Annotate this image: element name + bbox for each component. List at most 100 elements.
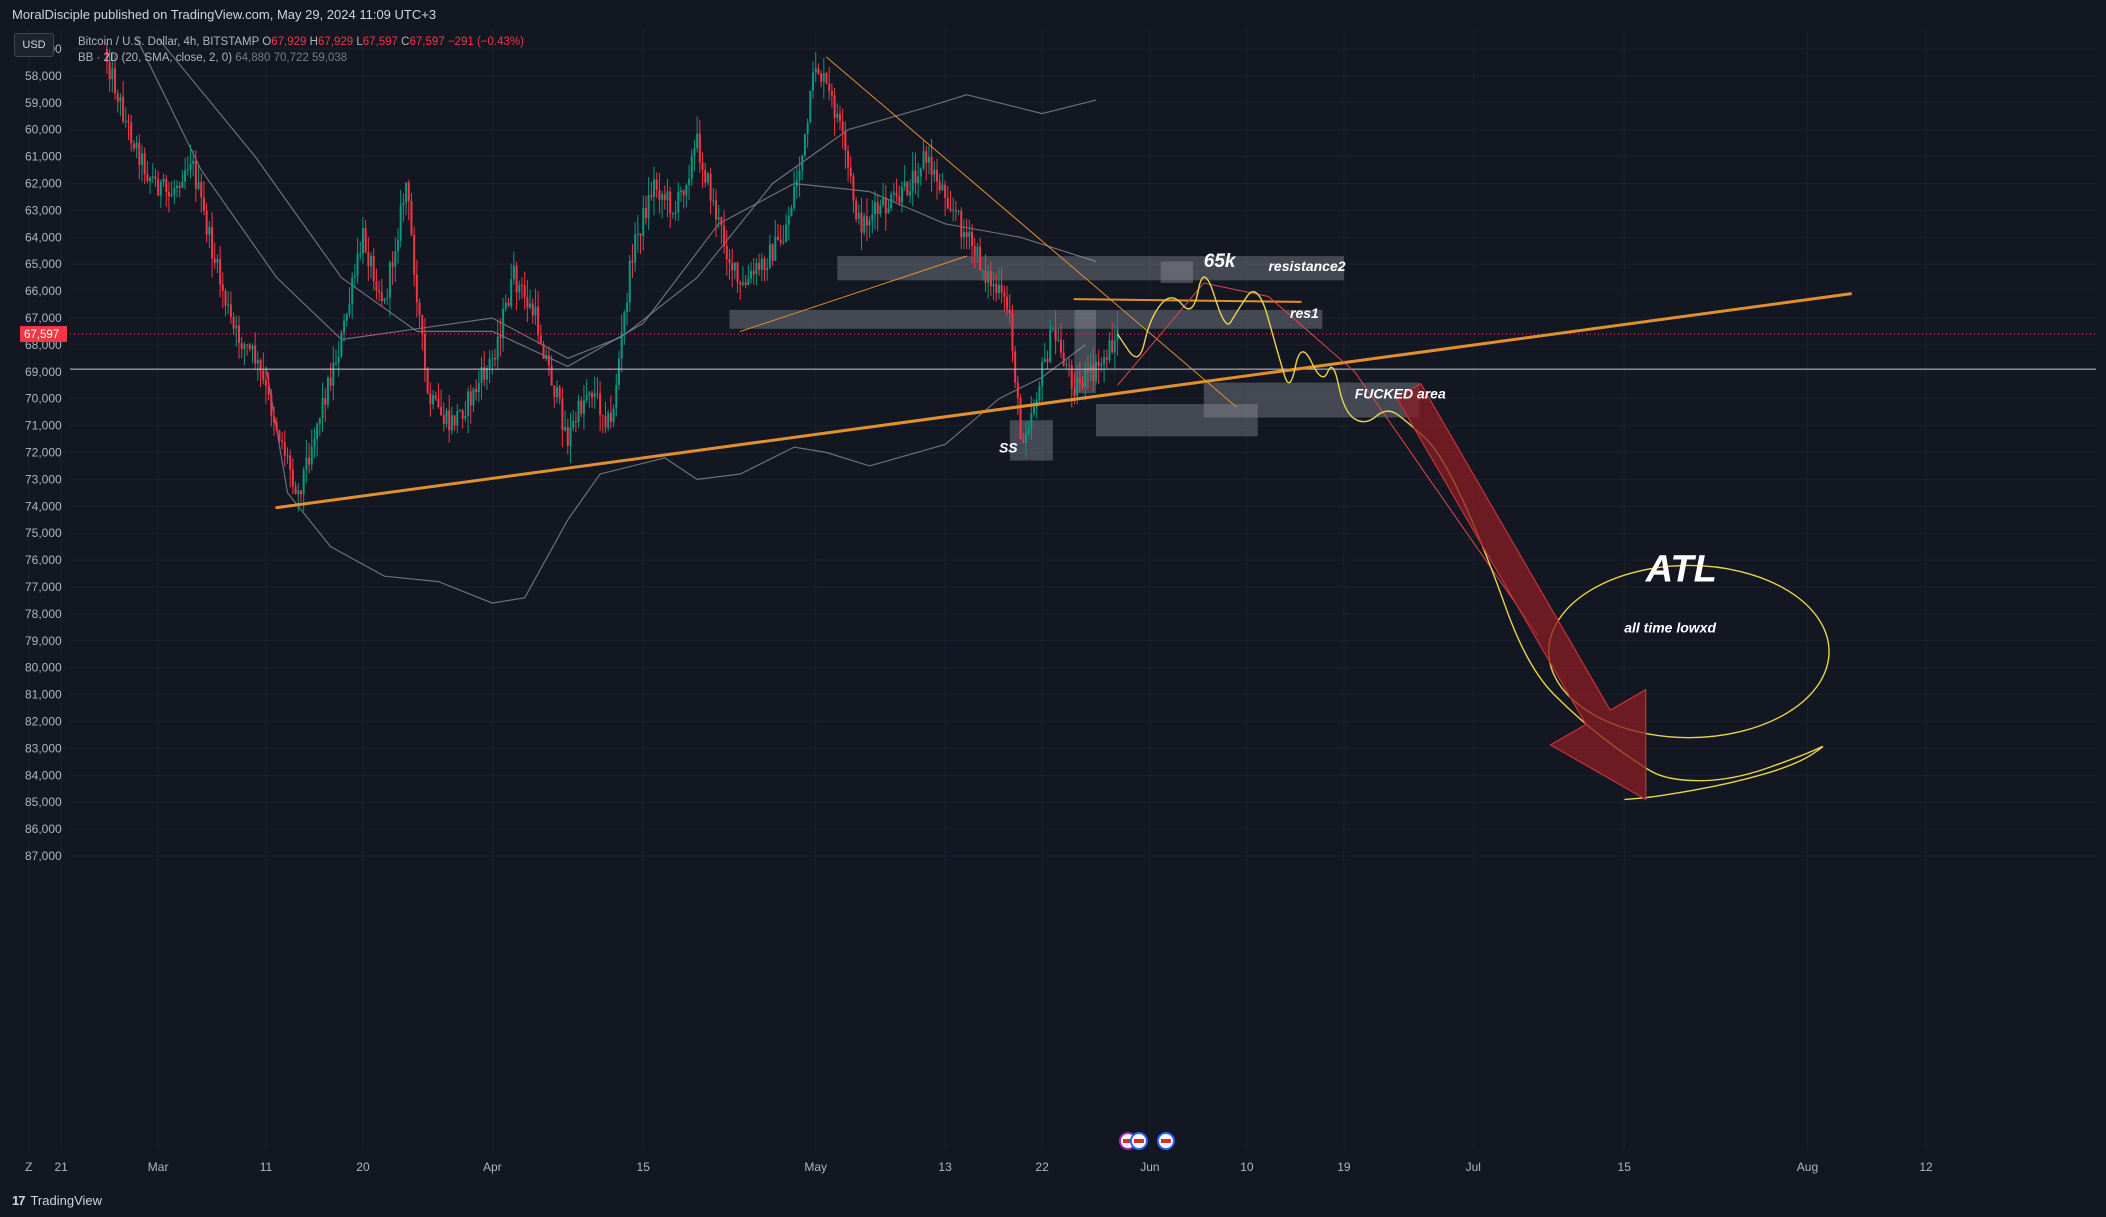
- candle-body: [1105, 357, 1108, 361]
- candle-body: [933, 169, 936, 175]
- candle-body: [343, 320, 346, 333]
- x-axis[interactable]: Z 21 Mar 11 20 Apr 15 May 13 22 Jun 10 19 Jul 15 Aug 12: [25, 1160, 1933, 1174]
- legend-ohlc-row: Bitcoin / U.S. Dollar, 4h, BITSTAMP O67,…: [78, 34, 524, 50]
- candle-body: [1022, 439, 1025, 443]
- x-tick-label: May: [804, 1160, 827, 1174]
- candle-body: [909, 191, 912, 196]
- candle-body: [661, 194, 664, 200]
- candle-body: [911, 170, 914, 192]
- candle-body: [256, 359, 259, 364]
- candle-body: [1097, 361, 1100, 366]
- y-tick-label: 66,000: [25, 284, 62, 298]
- candle-body: [604, 416, 607, 428]
- candle-body: [935, 169, 938, 182]
- candle-body: [205, 210, 208, 235]
- candle-body: [607, 412, 610, 428]
- candle-body: [1043, 358, 1046, 362]
- tradingview-logo[interactable]: 17 TradingView: [12, 1193, 102, 1208]
- candle-body: [227, 304, 230, 306]
- candle-body: [971, 231, 974, 247]
- legend: Bitcoin / U.S. Dollar, 4h, BITSTAMP O67,…: [78, 34, 524, 66]
- y-tick-label: 80,000: [25, 661, 62, 675]
- candle-body: [728, 259, 731, 264]
- candle-body: [876, 202, 879, 214]
- y-tick-label: 74,000: [25, 499, 62, 513]
- candle-body: [229, 304, 232, 318]
- candle-body: [200, 181, 203, 198]
- candle-body: [262, 370, 265, 381]
- x-tick-label: 19: [1337, 1160, 1351, 1174]
- candle-body: [273, 416, 276, 423]
- candle-body: [410, 201, 413, 235]
- candle-body: [771, 244, 774, 261]
- candle-body: [526, 297, 529, 308]
- candle-body: [105, 49, 108, 62]
- candle-body: [593, 393, 596, 398]
- candle-body: [984, 270, 987, 283]
- candle-body: [504, 302, 507, 309]
- candle-body: [550, 365, 553, 386]
- candle-body: [531, 303, 534, 316]
- y-tick-label: 63,000: [25, 203, 62, 217]
- candle-body: [860, 212, 863, 233]
- candle-body: [639, 233, 642, 236]
- candle-body: [429, 392, 432, 405]
- candle-body: [510, 279, 513, 307]
- candle-body: [305, 457, 308, 470]
- candle-body: [642, 208, 645, 236]
- candle-body: [577, 400, 580, 423]
- y-tick-label: 58,000: [25, 69, 62, 83]
- candle-body: [372, 256, 375, 282]
- candle-body: [952, 209, 955, 211]
- candle-body: [814, 68, 817, 73]
- candle-body: [267, 385, 270, 395]
- candle-body: [979, 246, 982, 271]
- candle-body: [1078, 378, 1081, 383]
- currency-button[interactable]: USD: [14, 33, 54, 57]
- candle-body: [426, 369, 429, 393]
- candle-body: [887, 208, 890, 214]
- candle-body: [855, 200, 858, 220]
- red-projection-line: [1117, 282, 1539, 636]
- annotation-ss: SS: [999, 440, 1018, 456]
- candle-body: [1024, 434, 1027, 443]
- x-tick-label: 22: [1035, 1160, 1049, 1174]
- x-tick-label: Jun: [1140, 1160, 1159, 1174]
- candle-body: [211, 227, 214, 259]
- candle-body: [507, 302, 510, 307]
- candle-body: [863, 216, 866, 233]
- candle-body: [240, 343, 243, 349]
- candle-body: [841, 121, 844, 133]
- candle-body: [609, 412, 612, 422]
- candle-body: [1103, 357, 1106, 365]
- candle-body: [224, 290, 227, 306]
- y-tick-label: 69,000: [25, 365, 62, 379]
- candle-body: [919, 168, 922, 177]
- candle-body: [591, 392, 594, 398]
- legend-bb-basis: 70,722: [273, 52, 309, 64]
- y-axis[interactable]: 57,00058,00059,00060,00061,00062,00063,0…: [20, 42, 67, 863]
- zone-box: [1160, 261, 1194, 284]
- candle-body: [973, 246, 976, 256]
- candle-body: [1081, 382, 1084, 388]
- grid: [28, 30, 2096, 1150]
- candle-body: [712, 200, 715, 202]
- legend-bb-row: BB · 2D (20, SMA, close, 2, 0) 64,880 70…: [78, 50, 524, 66]
- event-markers[interactable]: [1118, 1132, 1175, 1150]
- x-tick-label: 12: [1919, 1160, 1933, 1174]
- candle-body: [396, 240, 399, 252]
- candle-body: [194, 160, 197, 189]
- y-tick-label: 65,000: [25, 257, 62, 271]
- candle-body: [871, 214, 874, 221]
- candle-body: [569, 427, 572, 446]
- candle-body: [1046, 358, 1049, 362]
- candle-body: [335, 362, 338, 364]
- candle-body: [647, 195, 650, 218]
- candle-body: [370, 256, 373, 267]
- x-axis-bar: [0, 1150, 2106, 1184]
- candle-body: [561, 398, 564, 431]
- candle-body: [847, 150, 850, 168]
- candle-body: [874, 202, 877, 215]
- candle-body: [892, 192, 895, 195]
